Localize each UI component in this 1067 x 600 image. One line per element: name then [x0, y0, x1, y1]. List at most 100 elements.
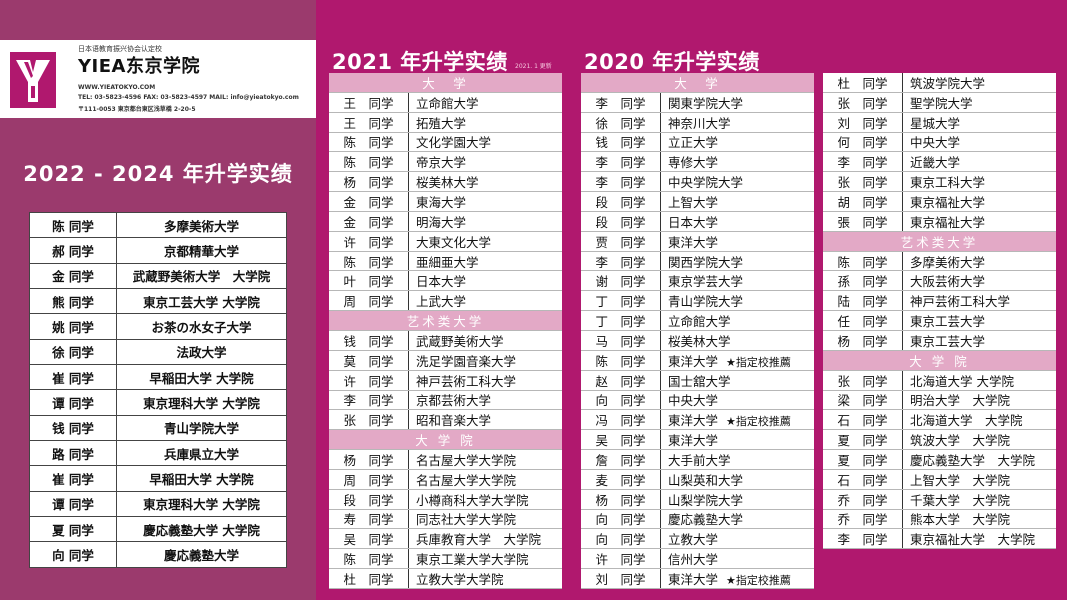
student-name: 金 同学	[29, 262, 117, 290]
school-name-text: 北海道大学 大学院	[910, 373, 1014, 389]
list-item: 夏 同学 慶応義塾大学 大学院	[823, 450, 1056, 470]
school-name-text: 立教大学大学院	[416, 572, 504, 588]
list-item: 马 同学 桜美林大学	[581, 330, 814, 351]
school-name-text: 立正大学	[668, 135, 719, 151]
student-name: 丁 同学	[581, 311, 661, 330]
list-item: 赵 同学 国士舘大学	[581, 370, 814, 391]
school-cell: 東洋大学 ★指定校推薦	[661, 410, 791, 429]
school-name-cell: 兵庫県立大学	[116, 440, 287, 467]
list-item: 金 同学 東海大学	[329, 192, 562, 212]
student-name: 李 同学	[581, 251, 661, 271]
school-cell: 中央大学	[661, 390, 718, 409]
student-name: 李 同学	[581, 172, 661, 192]
school-name-text: 上智大学	[668, 194, 719, 210]
school-cell: 京都芸術大学	[409, 390, 491, 409]
school-cell: 関西学院大学	[661, 252, 743, 271]
school-name-text: 武蔵野美術大学	[416, 333, 504, 349]
list-item: 李 同学 中央学院大学	[581, 172, 814, 193]
student-name: 金 同学	[329, 211, 409, 231]
school-name-text: 文化学園大学	[416, 135, 492, 151]
school-cell: 北海道大学 大学院	[903, 410, 1023, 429]
school-name-text: 東洋大学	[668, 433, 719, 449]
school-name-text: 多摩美術大学	[910, 254, 986, 270]
school-cell: 慶応義塾大学 大学院	[903, 450, 1035, 469]
school-cell: 日本大学	[661, 212, 718, 231]
student-name: 崔 同学	[29, 364, 117, 391]
school-name-text: 関西学院大学	[668, 254, 744, 270]
school-contact: TEL: 03-5823-4596 FAX: 03-5823-4597 MAIL…	[78, 94, 299, 101]
list-item: 许 同学 神戸芸術工科大学	[329, 370, 562, 391]
student-name: 陆 同学	[823, 291, 903, 311]
school-name-text: 小樽商科大学大学院	[416, 492, 529, 508]
school-name-text: 北海道大学 大学院	[910, 413, 1023, 429]
student-name: 冯 同学	[581, 410, 661, 430]
school-address: 〒111-0053 東京都台東区浅草橋 2-20-5	[78, 106, 196, 113]
school-name-text: 中央大学	[668, 393, 719, 409]
school-cell: 東京福祉大学	[903, 212, 985, 231]
school-name-text: 筑波学院大学	[910, 75, 986, 91]
school-cell: 近畿大学	[903, 152, 960, 171]
list-item: 丁 同学 青山学院大学	[581, 291, 814, 312]
school-cell: 国士舘大学	[661, 371, 731, 390]
school-cell: 立教大学大学院	[409, 569, 504, 588]
student-name: 莫 同学	[329, 350, 409, 370]
list-item: 陈 同学 帝京大学	[329, 152, 562, 173]
school-name-text: 中央大学	[910, 135, 961, 151]
list-item: 许 同学 信州大学	[581, 549, 814, 570]
list-item: 陆 同学 神戸芸術工科大学	[823, 291, 1056, 312]
school-cell: 慶応義塾大学	[661, 509, 743, 528]
student-name: 杨 同学	[329, 450, 409, 469]
school-name-text: 立命館大学	[668, 314, 731, 330]
school-name-cell: 京都精華大学	[116, 237, 287, 264]
student-name: 吴 同学	[581, 430, 661, 450]
student-name: 胡 同学	[823, 192, 903, 211]
left-panel-title: 2022 - 2024 年升学实绩	[23, 162, 293, 186]
school-cell: 帝京大学	[409, 152, 466, 171]
school-cell: 東京工芸大学	[903, 311, 985, 330]
student-name: 夏 同学	[823, 450, 903, 469]
school-cell: 聖学院大学	[903, 93, 973, 112]
school-logo-banner: 日本语教育振兴协会认定校 YIEA东京学院 WWW.YIEATOKYO.COM …	[0, 40, 316, 118]
school-name-text: 洗足学園音楽大学	[416, 353, 517, 369]
results-2020-list-right: 杜 同学 筑波学院大学张 同学 聖学院大学刘 同学 星城大学何 同学 中央大学李 同学近…	[823, 73, 1056, 550]
list-item: 向 同学 慶応義塾大学	[581, 509, 814, 530]
student-name: 许 同学	[329, 231, 409, 251]
student-name: 杨 同学	[329, 172, 409, 192]
list-item: 张 同学 昭和音楽大学	[329, 410, 562, 431]
school-cell: 名古屋大学大学院	[409, 450, 516, 469]
list-item: 段 同学 小樽商科大学大学院	[329, 489, 562, 510]
student-name: 杜 同学	[823, 73, 903, 92]
school-name-text: 国士舘大学	[668, 373, 731, 389]
student-name: 陈 同学	[329, 132, 409, 152]
list-item: 何 同学 中央大学	[823, 132, 1056, 153]
student-name: 寿 同学	[329, 509, 409, 529]
school-cell: 大阪芸術大学	[903, 271, 985, 290]
school-name-cell: 東京理科大学 大学院	[116, 389, 287, 416]
student-name: 周 同学	[329, 469, 409, 489]
school-cell: 千葉大学 大学院	[903, 490, 1010, 509]
student-name: 赵 同学	[581, 370, 661, 390]
student-name: 吴 同学	[329, 529, 409, 549]
student-name: 陈 同学	[29, 211, 117, 239]
school-name-text: 東京福祉大学 大学院	[910, 532, 1036, 548]
list-item: 石 同学 北海道大学 大学院	[823, 410, 1056, 431]
list-item: 杜 同学 立教大学大学院	[329, 569, 562, 589]
student-name: 陈 同学	[823, 251, 903, 271]
school-cell: 上智大学	[661, 192, 718, 211]
student-name: 谢 同学	[581, 271, 661, 291]
school-cell: 大東文化大学	[409, 232, 491, 251]
list-item: 贾 同学 東洋大学	[581, 231, 814, 252]
student-name: 王 同学	[329, 112, 409, 132]
list-item: 向 同学 立教大学	[581, 529, 814, 550]
school-name-text: 信州大学	[668, 552, 719, 568]
school-cell: 筑波学院大学	[903, 73, 985, 92]
year-2021-title: 2021 年升学实绩	[332, 50, 508, 74]
school-name-text: 青山学院大学	[668, 294, 744, 310]
list-item: 吴 同学 東洋大学	[581, 430, 814, 451]
school-name-text: 名古屋大学大学院	[416, 452, 517, 468]
school-name-text: 近畿大学	[910, 155, 961, 171]
list-item: 寿 同学 同志社大学大学院	[329, 509, 562, 530]
school-name-text: 専修大学	[668, 155, 719, 171]
list-item: 刘 同学 星城大学	[823, 112, 1056, 133]
student-name: 叶 同学	[329, 271, 409, 291]
